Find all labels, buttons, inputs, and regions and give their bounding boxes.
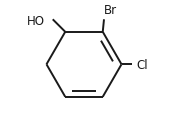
Text: HO: HO xyxy=(27,15,45,28)
Text: Cl: Cl xyxy=(136,58,148,71)
Text: Br: Br xyxy=(104,4,117,16)
